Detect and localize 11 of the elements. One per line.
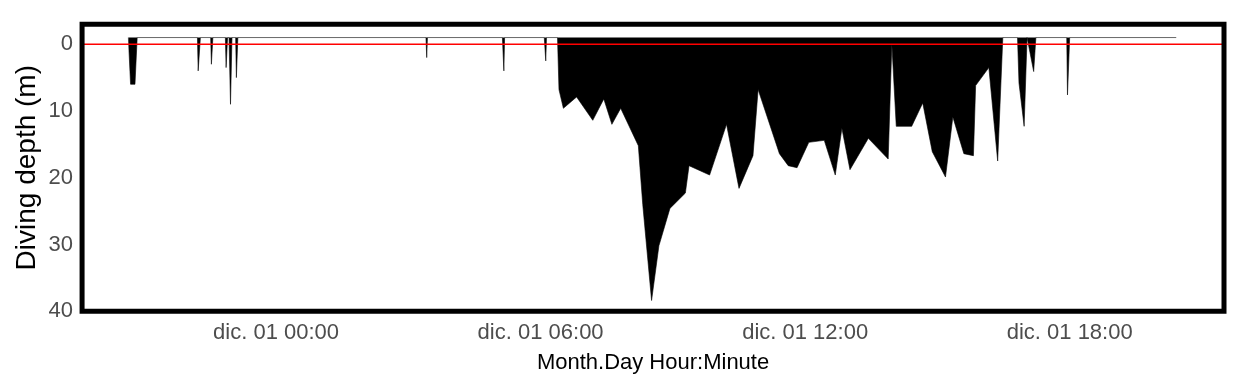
y-tick-label: 40 <box>48 297 74 323</box>
y-tick-label: 20 <box>48 163 74 189</box>
x-tick-label: dic. 01 06:00 <box>477 319 604 345</box>
x-tick-label: dic. 01 18:00 <box>1006 319 1133 345</box>
x-tick-label: dic. 01 00:00 <box>213 319 340 345</box>
x-tick-label: dic. 01 12:00 <box>742 319 869 345</box>
y-tick-label: 10 <box>48 97 74 123</box>
y-axis-title: Diving depth (m) <box>9 65 41 271</box>
x-axis-title: Month.Day Hour:Minute <box>536 348 770 374</box>
y-tick-label: 0 <box>60 30 74 56</box>
y-tick-label: 30 <box>48 230 74 256</box>
